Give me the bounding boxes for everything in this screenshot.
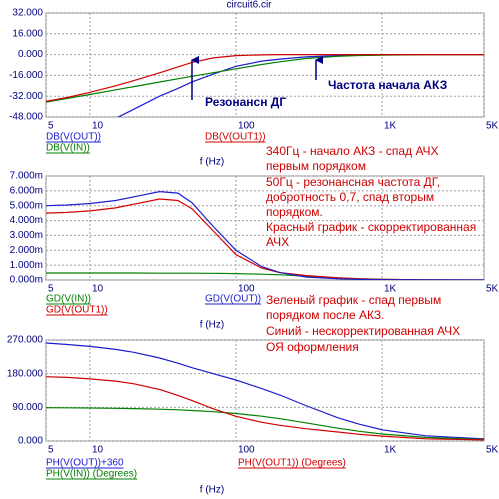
annotation: Резонансн ДГ — [205, 95, 286, 109]
note-line: порядком после АКЗ. — [266, 308, 384, 322]
y-tick-label: 0.000 — [18, 436, 43, 447]
plot-area — [45, 175, 485, 281]
note-line: ОЯ оформления — [266, 340, 359, 354]
series-line — [46, 190, 484, 280]
x-axis-label: f (Hz) — [200, 320, 224, 331]
series-line — [46, 54, 484, 102]
chart-2: 270.000 180.000 90.000 0.000 5 10 100 1K 5K PH(V(… — [7, 335, 499, 496]
x-tick-label: 5 — [48, 121, 54, 132]
note-line: 50Гц - резонансная частота ДГ, — [266, 175, 440, 189]
plot-area — [45, 339, 485, 442]
y-tick-label: 7.000m — [10, 171, 43, 182]
y-tick-label: 0.000m — [10, 275, 43, 286]
plot-area — [45, 12, 485, 118]
note-line: Красный график - скорректированная — [266, 220, 476, 234]
y-tick-label: -16.000 — [9, 70, 43, 81]
y-tick-label: 90.000 — [12, 402, 43, 413]
x-tick-label: 1K — [384, 445, 397, 456]
y-tick-label: 270.000 — [7, 335, 44, 346]
x-tick-label: 5K — [486, 284, 499, 295]
x-tick-label: 10 — [92, 445, 104, 456]
x-tick-label: 100 — [238, 284, 255, 295]
y-tick-label: 32.000 — [12, 8, 43, 19]
chart-1: 7.000m 6.000m 5.000m 4.000m 3.000m 2.000m 1.00… — [10, 171, 499, 331]
y-tick-label: 16.000 — [12, 28, 43, 39]
legend-label: DB(V(IN)) — [46, 143, 90, 154]
x-tick-label: 100 — [238, 445, 255, 456]
y-tick-label: 4.000m — [10, 215, 43, 226]
x-tick-label: 5 — [48, 445, 54, 456]
series-line — [46, 342, 484, 440]
x-tick-label: 5K — [486, 445, 499, 456]
legend-label: GD(V(OUT1)) — [46, 305, 108, 316]
legend-label: GD(V(IN)) — [46, 294, 91, 305]
x-tick-label: 5K — [486, 121, 499, 132]
window-title: circuit6.cir — [226, 0, 272, 11]
y-tick-label: 6.000m — [10, 185, 43, 196]
chart-0: 32.000 16.000 0.000 -16.000 -32.000 -48.000 5 1… — [9, 8, 498, 168]
x-tick-label: 1K — [384, 284, 397, 295]
legend-label: DB(V(OUT)) — [46, 132, 101, 143]
note-line: порядком. — [266, 205, 323, 219]
x-axis-label: f (Hz) — [200, 485, 224, 496]
legend-label: DB(V(OUT1)) — [205, 132, 266, 143]
x-tick-label: 5 — [48, 284, 54, 295]
x-tick-label: 100 — [238, 121, 255, 132]
note-line: Зеленый график - спад первым — [266, 293, 441, 307]
series-line — [46, 54, 484, 103]
note-line: первым порядком — [266, 159, 366, 173]
note-line: 340Гц - начало АКЗ - спад АЧХ — [266, 144, 439, 158]
x-axis-label: f (Hz) — [200, 157, 224, 168]
series-line — [46, 376, 484, 441]
legend-label: PH(V(OUT))+360 — [46, 458, 124, 469]
legend-label: PH(V(OUT1)) (Degrees) — [238, 458, 346, 469]
x-tick-label: 1K — [384, 121, 397, 132]
y-tick-label: 2.000m — [10, 245, 43, 256]
legend-label: PH(V(IN)) (Degrees) — [46, 469, 137, 480]
y-tick-label: -48.000 — [9, 112, 43, 123]
x-tick-label: 10 — [92, 284, 104, 295]
note-line: АЧХ — [266, 235, 289, 249]
y-tick-label: 1.000m — [10, 260, 43, 271]
note-line: Синий - нескорректированная АЧХ — [266, 324, 460, 338]
legend-label: GD(V(OUT)) — [205, 294, 261, 305]
annotation: Частота начала АКЗ — [328, 78, 447, 92]
note-line: добротность 0,7, спад вторым — [266, 190, 434, 204]
y-tick-label: 5.000m — [10, 200, 43, 211]
y-tick-label: 180.000 — [7, 368, 44, 379]
y-tick-label: -32.000 — [9, 91, 43, 102]
y-tick-label: 3.000m — [10, 230, 43, 241]
y-tick-label: 0.000 — [18, 49, 43, 60]
x-tick-label: 10 — [92, 121, 104, 132]
